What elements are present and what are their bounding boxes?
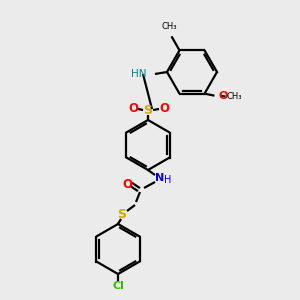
Text: O: O (218, 91, 228, 101)
Text: Cl: Cl (112, 281, 124, 291)
Text: N: N (155, 173, 165, 183)
Text: CH₃: CH₃ (162, 22, 177, 31)
Text: H: H (164, 175, 172, 185)
Text: O: O (122, 178, 132, 190)
Text: HN: HN (131, 69, 147, 79)
Text: S: S (143, 103, 152, 116)
Text: O: O (159, 103, 169, 116)
Text: O: O (128, 103, 138, 116)
Text: CH₃: CH₃ (226, 92, 242, 101)
Text: S: S (118, 208, 127, 220)
